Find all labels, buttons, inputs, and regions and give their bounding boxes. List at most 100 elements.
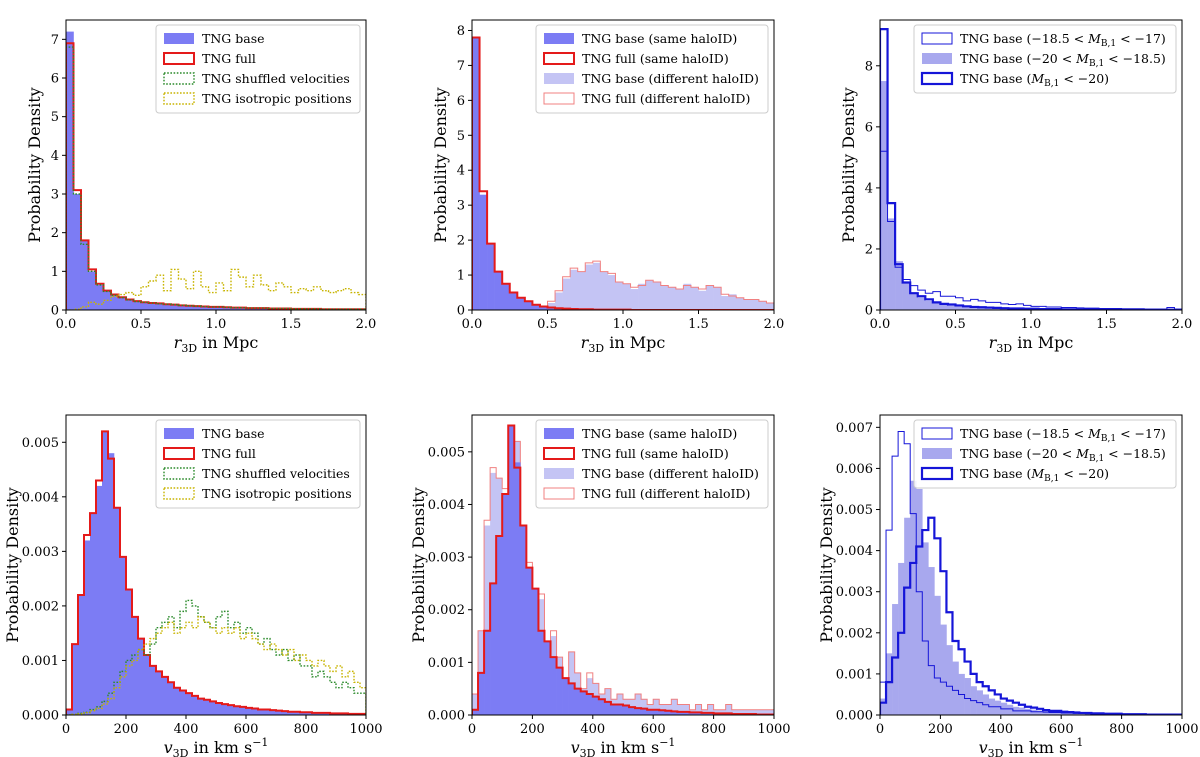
legend-label: TNG isotropic positions xyxy=(202,91,352,106)
hist-bar xyxy=(150,665,157,715)
hist-bar xyxy=(766,303,774,310)
y-tick-label: 0.003 xyxy=(836,585,873,600)
hist-step-line xyxy=(472,36,774,310)
hist-bar xyxy=(1043,710,1050,715)
y-tick-label: 0.006 xyxy=(836,462,873,477)
hist-bar xyxy=(556,667,563,715)
axes-frame xyxy=(65,414,367,716)
series-tng-base-different-haloid xyxy=(539,262,774,310)
series-tng-base-same-haloid xyxy=(472,425,774,715)
x-tick-label: 2.0 xyxy=(356,317,377,332)
hist-bar xyxy=(524,301,533,310)
hist-step-line xyxy=(66,430,366,715)
legend-label: TNG shuffled velocities xyxy=(202,466,350,481)
legend: TNG base (−18.5 < MB,1 < −17) TNG base (−… xyxy=(913,24,1177,94)
hist-bar xyxy=(985,307,994,310)
legend-label: TNG full (different haloID) xyxy=(582,486,750,501)
hist-bar xyxy=(671,699,678,715)
hist-bar xyxy=(719,709,726,715)
legend: TNG base (same haloID) TNG full (same hal… xyxy=(535,419,769,509)
hist-bar xyxy=(538,630,545,715)
hist-bar xyxy=(767,709,774,715)
legend-swatch xyxy=(164,33,194,44)
x-axis-label: r3D in Mpc xyxy=(174,333,259,355)
hist-bar xyxy=(306,712,313,715)
legend-swatch xyxy=(543,487,575,500)
hist-step-line xyxy=(880,516,1182,715)
hist-bar xyxy=(216,306,224,310)
hist-bar xyxy=(270,710,277,715)
series-tng-base-18-5-m-b-1-17 xyxy=(880,150,1182,310)
hist-bar xyxy=(252,708,259,715)
hist-bar xyxy=(484,525,491,715)
x-axis-label: r3D in Mpc xyxy=(581,333,666,355)
hist-bar xyxy=(647,709,654,715)
x-tick-label: 800 xyxy=(294,722,319,737)
legend-swatch xyxy=(544,428,574,439)
hist-bar xyxy=(186,693,193,715)
hist-bar xyxy=(698,290,707,310)
legend: TNG base TNG full TNG shuffled velocities T… xyxy=(155,419,361,509)
y-tick-label: 3 xyxy=(457,199,465,214)
hist-bar xyxy=(210,701,217,715)
x-tick-label: 600 xyxy=(1049,722,1074,737)
y-axis-label: Probability Density xyxy=(817,487,836,642)
y-tick-label: 0.000 xyxy=(836,709,873,724)
hist-bar xyxy=(484,630,491,715)
series-tng-base-20-m-b-1-18-5 xyxy=(880,480,1182,715)
hist-bar xyxy=(880,698,887,715)
hist-bar xyxy=(208,306,217,310)
x-tick-label: 1000 xyxy=(349,722,382,737)
y-tick-label: 0.002 xyxy=(428,603,465,618)
hist-bar xyxy=(728,294,737,310)
hist-bar xyxy=(1031,709,1038,715)
hist-bar xyxy=(668,287,677,310)
legend: TNG base TNG full TNG shuffled velocities T… xyxy=(155,24,361,114)
hist-bar xyxy=(947,305,956,310)
legend-label: TNG full (same haloID) xyxy=(582,51,729,66)
hist-bar xyxy=(683,283,692,310)
hist-bar xyxy=(502,493,509,715)
hist-bar xyxy=(1006,704,1014,715)
hist-bar xyxy=(231,307,239,310)
hist-bar xyxy=(701,712,708,715)
y-tick-label: 0 xyxy=(865,304,873,319)
hist-bar xyxy=(509,292,518,310)
hist-bar xyxy=(264,709,271,715)
legend-box xyxy=(155,24,361,114)
y-tick-label: 0.003 xyxy=(428,551,465,566)
legend-label: TNG base xyxy=(202,31,265,46)
x-tick-label: 200 xyxy=(928,722,953,737)
hist-bar xyxy=(111,295,119,310)
y-tick-label: 2 xyxy=(51,226,59,241)
hist-bar xyxy=(133,301,142,310)
series-tng-full-different-haloid xyxy=(472,440,774,715)
y-tick-label: 0.005 xyxy=(836,503,873,518)
legend-label: TNG full (same haloID) xyxy=(582,446,729,461)
hist-bar xyxy=(922,542,929,715)
legend-label: TNG base (different haloID) xyxy=(582,71,759,86)
hist-step-line xyxy=(472,260,774,310)
series-tng-full-different-haloid xyxy=(472,260,774,310)
y-tick-label: 0.002 xyxy=(22,599,59,614)
y-axis-label: Probability Density xyxy=(409,487,428,642)
hist-bar xyxy=(163,304,172,310)
x-tick-label: 0.0 xyxy=(56,317,77,332)
x-tick-label: 800 xyxy=(701,722,726,737)
legend-label: TNG base (−18.5 < MB,1 < −17) xyxy=(960,31,1166,49)
hist-bar xyxy=(994,700,1002,715)
y-axis-label: Probability Density xyxy=(839,87,858,242)
y-tick-label: 0 xyxy=(457,304,465,319)
hist-bar xyxy=(96,284,104,310)
y-tick-label: 4 xyxy=(865,181,873,196)
hist-bar xyxy=(904,517,911,715)
x-tick-label: 0.0 xyxy=(870,317,891,332)
hist-bar xyxy=(502,283,511,310)
hist-bar xyxy=(713,709,720,715)
hist-bar xyxy=(886,653,893,715)
y-tick-label: 0.004 xyxy=(428,498,465,513)
hist-bar xyxy=(198,698,205,715)
hist-bar xyxy=(300,712,307,715)
hist-bar xyxy=(192,695,199,715)
hist-bar xyxy=(81,240,89,310)
